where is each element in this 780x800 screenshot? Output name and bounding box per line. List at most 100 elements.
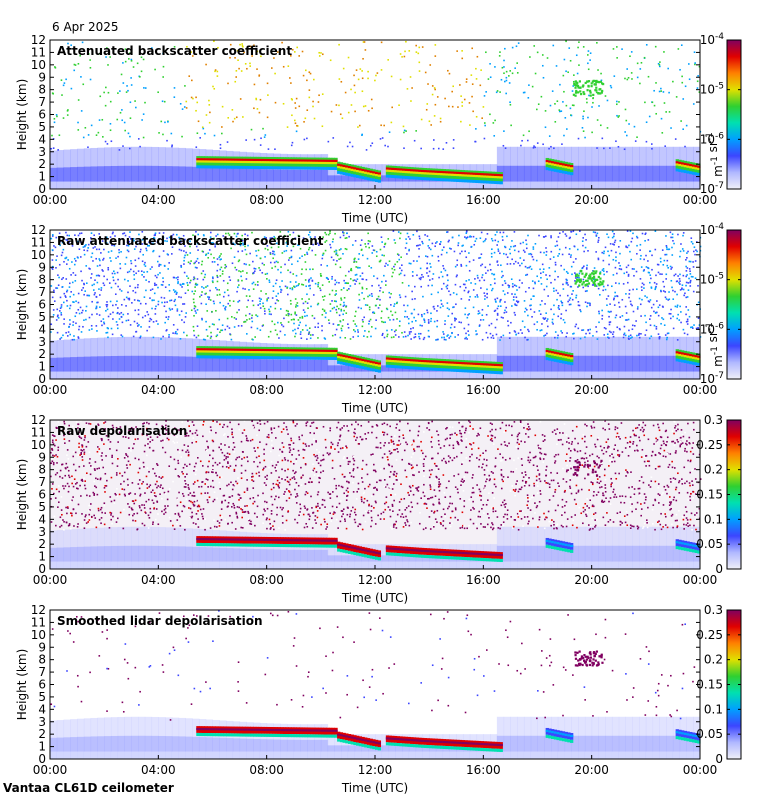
y-axis-label: Height (km) <box>15 459 29 530</box>
x-tick-label: 04:00 <box>141 383 176 397</box>
colorbar-tick-label: 0.2 <box>704 653 723 667</box>
y-tick-label: 9 <box>38 640 46 654</box>
y-tick-label: 4 <box>38 512 46 526</box>
y-tick-label: 7 <box>38 95 46 109</box>
colorbar-tick-label: 10-6 <box>700 321 725 336</box>
y-tick-label: 2 <box>38 727 46 741</box>
colorbar: 0 0.05 0.1 0.15 0.2 0.25 0.3 <box>696 413 742 576</box>
x-tick-label: 20:00 <box>574 763 609 777</box>
colorbar-tick-label: 0 <box>715 752 723 766</box>
x-tick-label: 04:00 <box>141 573 176 587</box>
panel-title: Attenuated backscatter coefficient <box>57 44 292 58</box>
x-tick-label: 08:00 <box>249 573 284 587</box>
y-tick-label: 4 <box>38 322 46 336</box>
y-tick-label: 1 <box>38 550 46 564</box>
x-tick-label: 08:00 <box>249 193 284 207</box>
y-tick-label: 2 <box>38 157 46 171</box>
y-tick-label: 6 <box>38 298 46 312</box>
colorbar-tick-label: 0.15 <box>696 488 723 502</box>
colorbar-tick-label: 10-7 <box>700 371 724 386</box>
y-tick-label: 5 <box>38 690 46 704</box>
x-tick-label: 04:00 <box>141 193 176 207</box>
x-tick-label: 00:00 <box>33 573 68 587</box>
colorbar-tick-label: 0.2 <box>704 463 723 477</box>
y-tick-label: 4 <box>38 702 46 716</box>
y-tick-label: 11 <box>31 615 46 629</box>
y-tick-label: 0 <box>38 562 46 576</box>
x-tick-label: 20:00 <box>574 573 609 587</box>
x-tick-label: 12:00 <box>358 383 393 397</box>
y-tick-label: 7 <box>38 285 46 299</box>
y-tick-label: 3 <box>38 715 46 729</box>
colorbar-tick-label: 0.05 <box>696 727 723 741</box>
boundary-layer <box>50 716 701 759</box>
y-axis-label: Height (km) <box>15 79 29 150</box>
y-tick-label: 9 <box>38 450 46 464</box>
noise-field <box>50 420 702 531</box>
y-axis-label: Height (km) <box>15 649 29 720</box>
y-tick-label: 8 <box>38 463 46 477</box>
y-tick-label: 10 <box>31 248 46 262</box>
upper-cloud <box>572 79 605 97</box>
x-axis-label: Time (UTC) <box>341 401 408 415</box>
x-tick-label: 00:00 <box>683 193 718 207</box>
colorbar-frame <box>726 39 742 190</box>
y-tick-label: 12 <box>31 603 46 617</box>
y-tick-label: 0 <box>38 182 46 196</box>
x-tick-label: 12:00 <box>358 193 393 207</box>
y-tick-label: 5 <box>38 310 46 324</box>
x-tick-label: 00:00 <box>33 763 68 777</box>
y-tick-label: 12 <box>31 413 46 427</box>
x-tick-label: 12:00 <box>358 573 393 587</box>
y-tick-label: 8 <box>38 83 46 97</box>
y-tick-label: 6 <box>38 488 46 502</box>
date-label: 6 Apr 2025 <box>52 20 119 34</box>
y-tick-label: 9 <box>38 70 46 84</box>
y-tick-label: 3 <box>38 335 46 349</box>
y-tick-label: 1 <box>38 170 46 184</box>
noise-field <box>50 230 702 341</box>
y-tick-label: 9 <box>38 260 46 274</box>
colorbar-tick-label: 0 <box>715 562 723 576</box>
instrument-label: Vantaa CL61D ceilometer <box>3 781 174 795</box>
y-tick-label: 10 <box>31 438 46 452</box>
noise-field <box>50 40 702 151</box>
cloud-layer <box>196 346 701 375</box>
colorbar-tick-label: 0.05 <box>696 537 723 551</box>
colorbar-gradient <box>727 610 741 759</box>
y-tick-label: 3 <box>38 145 46 159</box>
colorbar-tick-label: 0.25 <box>696 628 723 642</box>
x-tick-label: 00:00 <box>33 383 68 397</box>
y-tick-label: 5 <box>38 500 46 514</box>
colorbar-unit-label: m-1 sr-1 <box>705 132 725 177</box>
colorbar-tick-label: 0.3 <box>704 603 723 617</box>
x-tick-label: 00:00 <box>683 573 718 587</box>
colorbar-tick-label: 10-4 <box>700 32 725 47</box>
colorbar: 10-7 10-6 10-5 10-4 m-1 sr-1 <box>700 32 742 196</box>
y-axis-label: Height (km) <box>15 269 29 340</box>
colorbar: 10-7 10-6 10-5 10-4 m-1 sr-1 <box>700 222 742 386</box>
y-tick-label: 7 <box>38 665 46 679</box>
x-axis-label: Time (UTC) <box>341 211 408 225</box>
colorbar-tick-label: 10-4 <box>700 222 725 237</box>
x-tick-label: 16:00 <box>466 763 501 777</box>
y-tick-label: 12 <box>31 33 46 47</box>
x-tick-label: 04:00 <box>141 763 176 777</box>
colorbar-tick-label: 0.3 <box>704 413 723 427</box>
colorbar-tick-label: 0.25 <box>696 438 723 452</box>
colorbar: 0 0.05 0.1 0.15 0.2 0.25 0.3 <box>696 603 742 766</box>
y-tick-label: 10 <box>31 58 46 72</box>
upper-cloud <box>574 650 604 667</box>
upper-cloud <box>574 269 605 287</box>
y-tick-label: 12 <box>31 223 46 237</box>
colorbar-tick-label: 10-5 <box>700 272 724 287</box>
y-tick-label: 2 <box>38 537 46 551</box>
colorbar-gradient <box>727 420 741 569</box>
x-tick-label: 16:00 <box>466 573 501 587</box>
x-tick-label: 16:00 <box>466 193 501 207</box>
colorbar-unit-label: m-1 sr-1 <box>705 322 725 367</box>
colorbar-tick-label: 10-6 <box>700 131 725 146</box>
